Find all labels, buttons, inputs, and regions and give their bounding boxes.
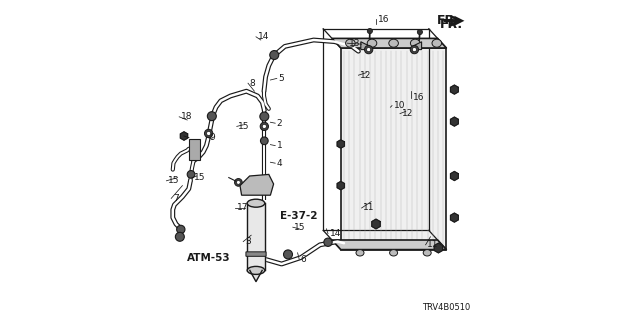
Polygon shape — [337, 140, 344, 148]
Text: FR.: FR. — [440, 18, 463, 30]
Text: 18: 18 — [181, 112, 192, 121]
Circle shape — [410, 45, 419, 54]
Polygon shape — [332, 240, 447, 250]
Ellipse shape — [390, 250, 397, 256]
FancyBboxPatch shape — [246, 252, 266, 256]
Circle shape — [260, 122, 269, 131]
Text: 16: 16 — [378, 15, 389, 24]
Circle shape — [365, 45, 372, 54]
Text: 10: 10 — [394, 101, 405, 110]
Ellipse shape — [356, 250, 364, 256]
Circle shape — [270, 51, 279, 60]
Text: 6: 6 — [301, 255, 307, 264]
Circle shape — [207, 131, 211, 136]
Circle shape — [235, 179, 243, 186]
Circle shape — [412, 47, 417, 52]
Polygon shape — [372, 219, 380, 229]
Text: 14: 14 — [258, 32, 269, 41]
Text: 15: 15 — [193, 173, 205, 182]
Ellipse shape — [247, 266, 265, 274]
Circle shape — [367, 47, 371, 52]
Text: FR.: FR. — [437, 14, 460, 27]
Circle shape — [260, 112, 269, 121]
Polygon shape — [451, 85, 458, 94]
Circle shape — [367, 28, 372, 34]
Text: 1: 1 — [277, 141, 282, 150]
Polygon shape — [361, 42, 370, 50]
Polygon shape — [451, 117, 458, 126]
Ellipse shape — [247, 199, 265, 207]
Text: 13: 13 — [349, 39, 360, 48]
Text: E-37-2: E-37-2 — [280, 211, 317, 221]
Polygon shape — [340, 48, 447, 250]
Ellipse shape — [346, 39, 355, 47]
Text: 14: 14 — [330, 229, 341, 238]
Text: 8: 8 — [250, 79, 255, 88]
Text: ATM-53: ATM-53 — [187, 252, 231, 263]
Polygon shape — [250, 270, 262, 282]
Text: 3: 3 — [245, 237, 250, 246]
Ellipse shape — [388, 39, 398, 47]
Ellipse shape — [423, 250, 431, 256]
Circle shape — [262, 124, 266, 129]
Text: 2: 2 — [277, 119, 282, 128]
Polygon shape — [451, 172, 458, 180]
Polygon shape — [337, 181, 344, 190]
Text: 12: 12 — [360, 71, 371, 80]
Text: 11: 11 — [364, 204, 374, 212]
Text: 15: 15 — [294, 223, 306, 232]
Text: 11: 11 — [428, 240, 438, 249]
Text: 7: 7 — [173, 194, 179, 203]
Polygon shape — [451, 213, 458, 222]
Circle shape — [205, 129, 212, 138]
Polygon shape — [189, 139, 200, 160]
Text: 17: 17 — [237, 204, 248, 212]
Text: 12: 12 — [402, 109, 413, 118]
Circle shape — [284, 250, 292, 259]
Ellipse shape — [432, 39, 442, 47]
Ellipse shape — [410, 39, 420, 47]
Circle shape — [187, 171, 195, 178]
Text: 15: 15 — [239, 122, 250, 131]
Text: 5: 5 — [278, 74, 284, 83]
Text: 4: 4 — [277, 159, 282, 168]
Circle shape — [260, 137, 268, 145]
Polygon shape — [332, 38, 447, 48]
Polygon shape — [435, 243, 442, 253]
Circle shape — [237, 180, 241, 184]
Circle shape — [324, 238, 332, 246]
Text: 16: 16 — [413, 93, 424, 102]
Text: 15: 15 — [168, 176, 179, 185]
Circle shape — [177, 225, 185, 234]
Circle shape — [417, 29, 422, 35]
Polygon shape — [240, 174, 274, 195]
Circle shape — [175, 232, 184, 241]
Circle shape — [207, 112, 216, 121]
Polygon shape — [413, 42, 422, 50]
Ellipse shape — [367, 39, 377, 47]
Text: 9: 9 — [210, 133, 215, 142]
Polygon shape — [180, 132, 188, 140]
Text: TRV4B0510: TRV4B0510 — [422, 303, 470, 312]
FancyArrowPatch shape — [444, 16, 460, 25]
